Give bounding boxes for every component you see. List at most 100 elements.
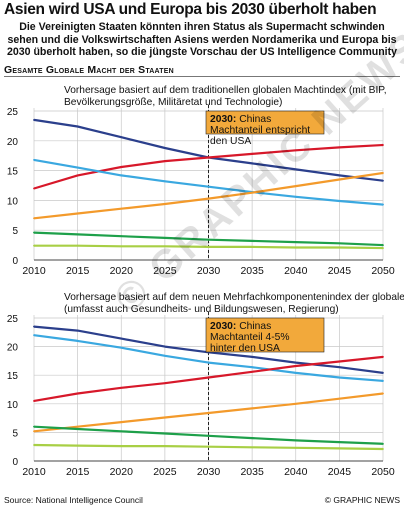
data-point-usa (382, 372, 384, 374)
x-tick-label: 2025 (153, 466, 177, 478)
callout-text-line: Machtanteil 4-5% (210, 332, 290, 343)
data-point-japan (382, 442, 384, 445)
x-tick-label: 2030 (197, 265, 221, 277)
data-point-india (120, 207, 123, 210)
data-point-japan (120, 430, 123, 433)
data-point-japan (76, 233, 79, 236)
x-tick-label: 2050 (371, 466, 395, 478)
data-point-russia (163, 445, 166, 448)
y-tick-label: 0 (12, 256, 18, 267)
data-point-russia (76, 444, 79, 447)
data-point-india (294, 185, 297, 187)
chart-multicomponent-index: Vorhersage basiert auf dem neuen Mehrfac… (7, 292, 404, 478)
data-point-eu (76, 166, 79, 169)
callout-box (205, 317, 325, 353)
y-tick-label: 25 (7, 107, 19, 118)
x-tick-label: 2010 (22, 466, 46, 478)
x-tick-label: 2040 (284, 265, 308, 277)
data-point-russia (33, 244, 35, 247)
data-point-china (33, 400, 35, 402)
data-point-russia (338, 447, 341, 450)
data-point-russia (120, 445, 123, 448)
data-point-india (163, 416, 166, 419)
data-point-russia (382, 247, 384, 249)
chart-note-line: Vorhersage basiert auf dem neuen Mehrfac… (64, 292, 404, 303)
data-point-russia (120, 245, 123, 248)
x-tick-label: 2015 (66, 265, 90, 277)
data-point-russia (33, 444, 35, 446)
callout-text-line: 2030: Chinas (210, 321, 271, 332)
data-point-russia (382, 448, 384, 450)
data-point-china (382, 355, 384, 358)
x-tick-label: 2035 (240, 466, 264, 478)
x-tick-label: 2040 (284, 466, 308, 478)
data-point-india (382, 172, 384, 174)
data-point-japan (76, 428, 79, 430)
data-point-eu (338, 376, 341, 379)
data-point-eu (33, 158, 35, 161)
data-point-russia (338, 246, 341, 249)
data-point-usa (338, 174, 341, 177)
data-point-india (294, 402, 297, 405)
data-point-usa (382, 179, 384, 182)
data-point-usa (294, 168, 297, 171)
data-point-china (207, 156, 210, 159)
data-point-india (163, 203, 166, 205)
page-title: Asien wird USA und Europa bis 2030 überh… (4, 1, 377, 18)
data-point-eu (76, 339, 79, 342)
data-point-japan (163, 237, 166, 239)
callout-rest: Chinas (236, 321, 271, 332)
data-point-usa (120, 337, 123, 340)
credit-note: © GRAPHIC NEWS (324, 495, 400, 505)
data-point-japan (163, 432, 166, 435)
data-point-india (120, 421, 123, 424)
data-point-japan (338, 242, 341, 245)
callout-text-line: den USA (210, 136, 251, 147)
x-tick-label: 2020 (110, 466, 134, 478)
data-point-india (207, 197, 210, 200)
data-point-china (207, 376, 210, 379)
x-tick-label: 2030 (197, 466, 221, 478)
data-point-eu (382, 380, 384, 382)
data-point-india (251, 191, 254, 194)
x-tick-label: 2025 (153, 265, 177, 277)
data-point-india (338, 178, 341, 181)
data-point-japan (207, 238, 210, 241)
y-tick-label: 10 (7, 196, 19, 207)
data-point-usa (76, 329, 79, 332)
data-point-india (76, 425, 79, 428)
data-point-eu (163, 180, 166, 183)
x-tick-label: 2050 (371, 265, 395, 277)
data-point-eu (120, 174, 123, 177)
data-point-japan (251, 437, 254, 440)
data-point-usa (163, 345, 166, 348)
callout-year: 2030: (210, 321, 236, 332)
data-point-china (338, 360, 341, 363)
chart-note-line: (umfasst auch Gesundheits- und Bildungsw… (64, 304, 339, 315)
data-point-india (338, 397, 341, 400)
data-point-usa (76, 125, 79, 128)
data-point-china (251, 153, 254, 155)
y-tick-label: 0 (12, 457, 18, 468)
data-point-eu (163, 354, 166, 357)
data-point-india (251, 407, 254, 410)
data-point-eu (207, 185, 210, 188)
data-point-india (76, 212, 79, 215)
data-point-russia (294, 246, 297, 249)
x-tick-label: 2045 (328, 265, 352, 277)
data-point-usa (251, 355, 254, 358)
data-point-china (163, 160, 166, 162)
data-point-china (251, 370, 254, 373)
data-point-china (120, 166, 123, 168)
callout-rest: Chinas (236, 114, 271, 125)
x-tick-label: 2035 (240, 265, 264, 277)
y-tick-label: 15 (7, 371, 19, 382)
callout-text-line: Machtanteil entspricht (210, 125, 310, 136)
data-point-usa (294, 361, 297, 364)
data-point-eu (120, 346, 123, 349)
data-point-china (76, 392, 79, 395)
data-point-china (382, 144, 384, 146)
data-point-russia (76, 244, 79, 247)
section-heading: Gesamte Globale Macht der Staaten (4, 64, 174, 76)
source-note: Source: National Intelligence Council (4, 495, 143, 505)
